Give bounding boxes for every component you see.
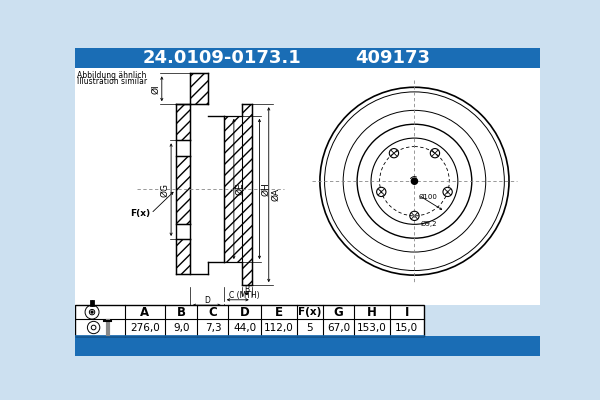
Text: Ø9,2: Ø9,2 [421, 221, 437, 227]
Text: 67,0: 67,0 [327, 322, 350, 332]
Circle shape [412, 178, 418, 184]
Bar [75, 48, 540, 68]
Text: Ø100: Ø100 [418, 194, 437, 200]
Text: 9,0: 9,0 [173, 322, 190, 332]
Text: F(x): F(x) [298, 307, 322, 317]
Text: 153,0: 153,0 [357, 322, 387, 332]
Text: ØG: ØG [161, 183, 170, 197]
Text: B: B [176, 306, 185, 319]
Text: 7,3: 7,3 [205, 322, 221, 332]
Text: 44,0: 44,0 [233, 322, 256, 332]
Polygon shape [176, 156, 190, 224]
Text: I: I [404, 306, 409, 319]
Polygon shape [176, 104, 190, 140]
Polygon shape [224, 104, 252, 285]
Text: E: E [275, 306, 283, 319]
Text: ØE: ØE [235, 182, 244, 195]
Circle shape [320, 87, 509, 275]
Text: 5: 5 [307, 322, 313, 332]
Text: 276,0: 276,0 [130, 322, 160, 332]
Text: 112,0: 112,0 [264, 322, 294, 332]
Text: 409173: 409173 [355, 49, 430, 67]
Circle shape [91, 311, 93, 313]
Text: D: D [240, 306, 250, 319]
Polygon shape [190, 74, 208, 104]
Text: A: A [140, 306, 149, 319]
Text: B: B [244, 285, 249, 294]
Text: F(x): F(x) [130, 209, 150, 218]
Text: G: G [334, 306, 343, 319]
Polygon shape [176, 239, 190, 274]
Text: D: D [204, 296, 209, 305]
Text: 15,0: 15,0 [395, 322, 418, 332]
Bar [75, 305, 424, 336]
Text: ØA: ØA [271, 188, 280, 201]
Text: Illustration similar: Illustration similar [77, 77, 148, 86]
Text: ØH: ØH [261, 182, 270, 196]
Text: 24.0109-0173.1: 24.0109-0173.1 [143, 49, 302, 67]
Text: Abbildung ähnlich: Abbildung ähnlich [77, 71, 146, 80]
Text: C: C [209, 306, 217, 319]
Text: H: H [367, 306, 377, 319]
Text: ØI: ØI [151, 84, 160, 94]
Bar [190, 116, 224, 262]
Text: C (MTH): C (MTH) [229, 291, 259, 300]
Bar [75, 68, 540, 305]
Bar [75, 336, 540, 356]
